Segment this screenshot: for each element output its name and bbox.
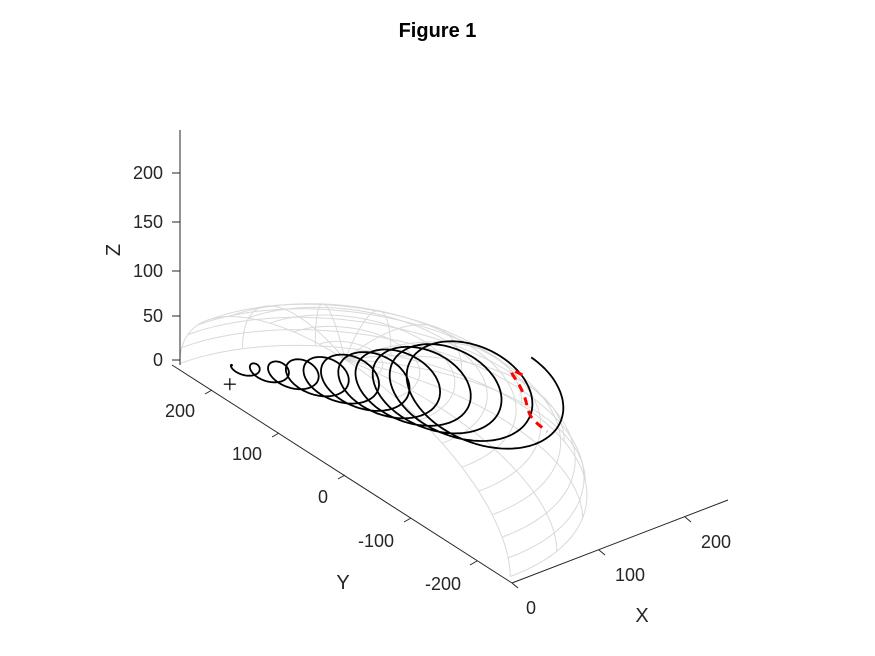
hemisphere-parallel [197,308,562,516]
y-tick [204,389,213,395]
hemisphere-parallel [269,314,456,421]
z-tick-label: 200 [133,163,163,183]
x-tick [511,582,519,589]
y-tick-label: 200 [165,401,195,421]
x-axis-line [511,499,729,584]
y-tick [469,560,478,566]
z-tick-label: 50 [143,306,163,326]
z-tick-label: 0 [153,350,163,370]
y-tick [337,474,346,480]
hemisphere-parallel [247,306,488,444]
trajectory-spiral [229,340,565,450]
figure-title: Figure 1 [398,20,477,42]
y-tick [271,432,280,438]
y-axis-label: Y [336,572,349,594]
z-tick-label: 100 [133,261,163,281]
z-tick-label: 150 [133,212,163,232]
z-axis-label: Z [103,244,125,256]
hemisphere-wireframe [179,303,588,577]
axes: 0 50 100 150 200 Z -200 -100 0 100 200 Y… [103,130,731,627]
x-tick-label: 200 [701,532,731,552]
y-tick-label: -200 [425,574,461,594]
x-axis-label: X [635,605,648,627]
start-marker [223,378,236,391]
y-tick-label: 100 [232,444,262,464]
y-tick-label: 0 [318,487,328,507]
hemisphere-parallel [179,344,588,577]
hemisphere-meridian [242,305,346,360]
y-axis-line [171,364,513,584]
x-tick-label: 0 [526,598,536,618]
x-tick [684,516,692,523]
x-tick-label: 100 [615,565,645,585]
hemisphere-parallel [293,325,421,399]
plot-curves [223,340,565,450]
y-tick-label: -100 [358,531,394,551]
hemisphere-parallel [228,303,517,468]
y-tick [403,517,412,523]
x-tick [598,549,606,556]
